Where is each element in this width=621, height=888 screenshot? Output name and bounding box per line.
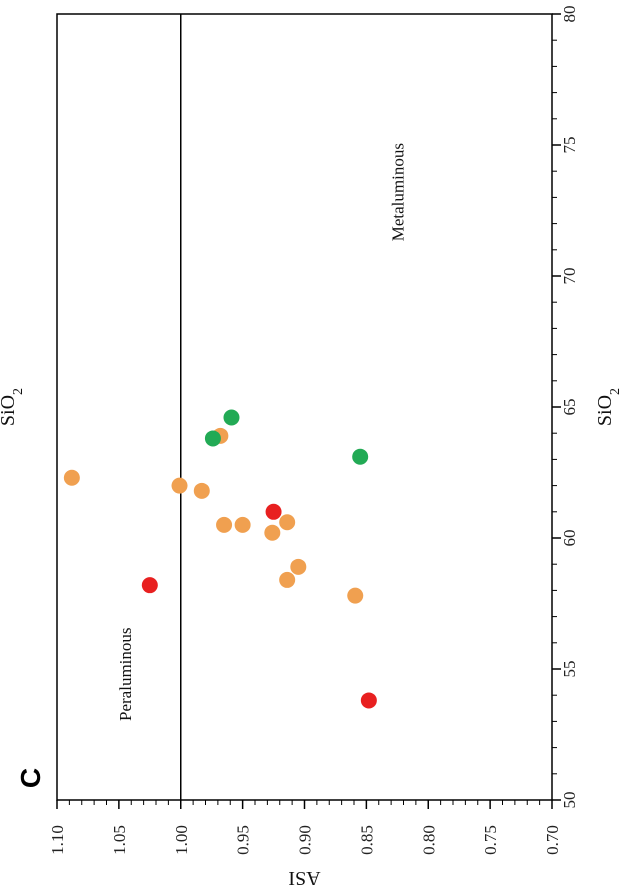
data-point bbox=[63, 469, 80, 486]
panel-letter: C bbox=[15, 768, 46, 788]
sio2-tick-label: 65 bbox=[560, 399, 579, 416]
asi-tick-label: 1.00 bbox=[172, 825, 191, 855]
data-point bbox=[204, 430, 221, 447]
asi-tick-label: 0.95 bbox=[234, 825, 253, 855]
data-point bbox=[279, 514, 296, 531]
asi-tick-label: 0.80 bbox=[419, 825, 438, 855]
sio2-tick-label: 80 bbox=[560, 6, 579, 23]
data-point bbox=[264, 524, 281, 541]
data-point bbox=[216, 516, 233, 533]
sio2-tick-label: 60 bbox=[560, 530, 579, 547]
asi-tick-label: 1.05 bbox=[110, 825, 129, 855]
x-axis-title: SiO2 bbox=[594, 388, 621, 426]
y-axis-title: ASI bbox=[288, 867, 320, 888]
data-point bbox=[171, 477, 188, 494]
asi-tick-label: 0.70 bbox=[543, 825, 562, 855]
plot-area: 50 55 60 65 70 75 80 0.70 0.75 0.80 0.85 0.90 0.95 1.… bbox=[0, 6, 621, 888]
top-label: SiO2 bbox=[0, 388, 26, 426]
sio2-tick-label: 70 bbox=[560, 268, 579, 285]
data-point bbox=[360, 692, 377, 709]
region-label-metaluminous: Metaluminous bbox=[389, 143, 408, 241]
data-point bbox=[234, 516, 251, 533]
sio2-tick-label: 55 bbox=[560, 661, 579, 678]
data-point bbox=[352, 448, 369, 465]
data-point bbox=[265, 503, 282, 520]
data-point bbox=[141, 577, 158, 594]
region-label-peraluminous: Peraluminous bbox=[116, 627, 135, 721]
sio2-tick-label: 75 bbox=[560, 137, 579, 154]
asi-tick-label: 0.85 bbox=[357, 825, 376, 855]
data-point bbox=[279, 571, 296, 588]
data-point bbox=[193, 482, 210, 499]
data-point bbox=[290, 558, 307, 575]
data-point bbox=[347, 587, 364, 604]
asi-tick-label: 0.75 bbox=[481, 825, 500, 855]
sio2-tick-label: 50 bbox=[560, 792, 579, 809]
data-point bbox=[223, 409, 240, 426]
asi-tick-label: 0.90 bbox=[296, 825, 315, 855]
asi-tick-label: 1.10 bbox=[48, 825, 67, 855]
